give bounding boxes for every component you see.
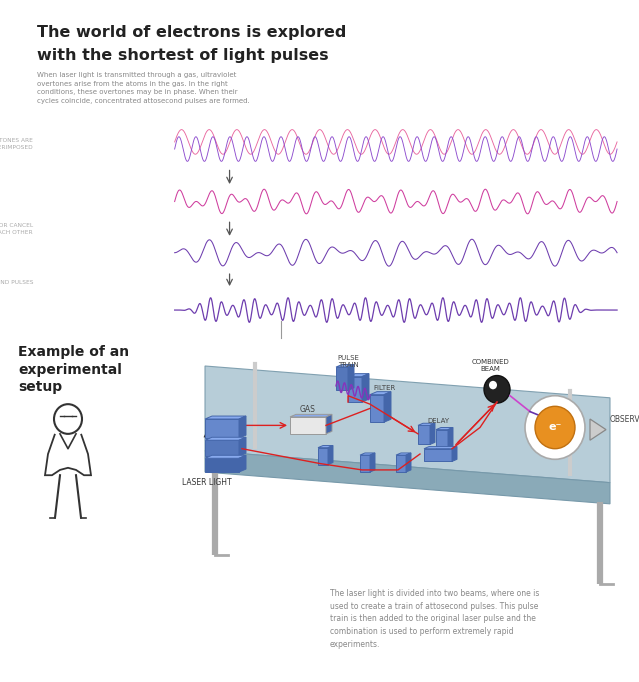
Polygon shape [396, 455, 406, 472]
Polygon shape [318, 445, 333, 447]
Polygon shape [205, 458, 239, 472]
Polygon shape [436, 428, 453, 430]
Text: COMBINED
BEAM: COMBINED BEAM [471, 359, 509, 372]
Text: OBSERVATION: OBSERVATION [610, 415, 639, 424]
Polygon shape [348, 374, 369, 376]
Polygon shape [205, 456, 246, 458]
Circle shape [525, 396, 585, 459]
Polygon shape [452, 447, 457, 462]
Polygon shape [424, 449, 452, 462]
Text: REINFORCE OR CANCEL
EACH OTHER: REINFORCE OR CANCEL EACH OTHER [0, 223, 33, 235]
Text: DELAY: DELAY [427, 418, 449, 424]
Polygon shape [205, 366, 610, 483]
Polygon shape [336, 364, 354, 367]
Polygon shape [205, 440, 239, 456]
Polygon shape [362, 374, 369, 402]
Text: LASER LIGHT: LASER LIGHT [182, 478, 232, 488]
Circle shape [489, 381, 497, 389]
Text: The laser light is divided into two beams, where one is
used to create a train o: The laser light is divided into two beam… [330, 589, 539, 649]
Polygon shape [396, 453, 411, 455]
Text: OVERTONES ARE
SUPERIMPOSED: OVERTONES ARE SUPERIMPOSED [0, 138, 33, 150]
Polygon shape [430, 424, 435, 445]
Polygon shape [239, 437, 246, 456]
Polygon shape [424, 447, 457, 449]
Polygon shape [590, 419, 606, 440]
Text: FILTER: FILTER [373, 385, 395, 391]
Polygon shape [384, 391, 391, 422]
Polygon shape [318, 447, 328, 464]
Polygon shape [418, 424, 435, 426]
Text: The world of electrons is explored: The world of electrons is explored [37, 25, 347, 40]
Circle shape [484, 376, 510, 403]
Text: e⁻: e⁻ [548, 422, 562, 432]
Polygon shape [360, 455, 370, 472]
Polygon shape [239, 416, 246, 438]
Polygon shape [290, 417, 326, 434]
Polygon shape [290, 415, 332, 417]
Polygon shape [370, 391, 391, 395]
Text: GAS: GAS [300, 404, 316, 414]
Polygon shape [336, 367, 348, 390]
Circle shape [535, 406, 575, 449]
FancyBboxPatch shape [10, 12, 633, 341]
Polygon shape [348, 376, 362, 402]
Polygon shape [239, 456, 246, 472]
Polygon shape [205, 451, 610, 504]
Polygon shape [205, 416, 246, 419]
Polygon shape [406, 453, 411, 472]
Text: When laser light is transmitted through a gas, ultraviolet
overtones arise from : When laser light is transmitted through … [37, 72, 250, 104]
Polygon shape [418, 426, 430, 445]
Polygon shape [328, 445, 333, 464]
Text: Example of an
experimental
setup: Example of an experimental setup [18, 345, 129, 394]
Polygon shape [436, 430, 448, 449]
Polygon shape [448, 428, 453, 449]
Polygon shape [205, 437, 246, 440]
Text: PULSE
TRAIN: PULSE TRAIN [337, 355, 359, 368]
Polygon shape [348, 364, 354, 390]
Polygon shape [326, 415, 332, 434]
Polygon shape [360, 453, 375, 455]
Text: with the shortest of light pulses: with the shortest of light pulses [37, 48, 329, 63]
Polygon shape [370, 453, 375, 472]
Polygon shape [205, 419, 239, 438]
Text: ATTOSECOND PULSES: ATTOSECOND PULSES [0, 280, 33, 285]
Polygon shape [370, 395, 384, 422]
